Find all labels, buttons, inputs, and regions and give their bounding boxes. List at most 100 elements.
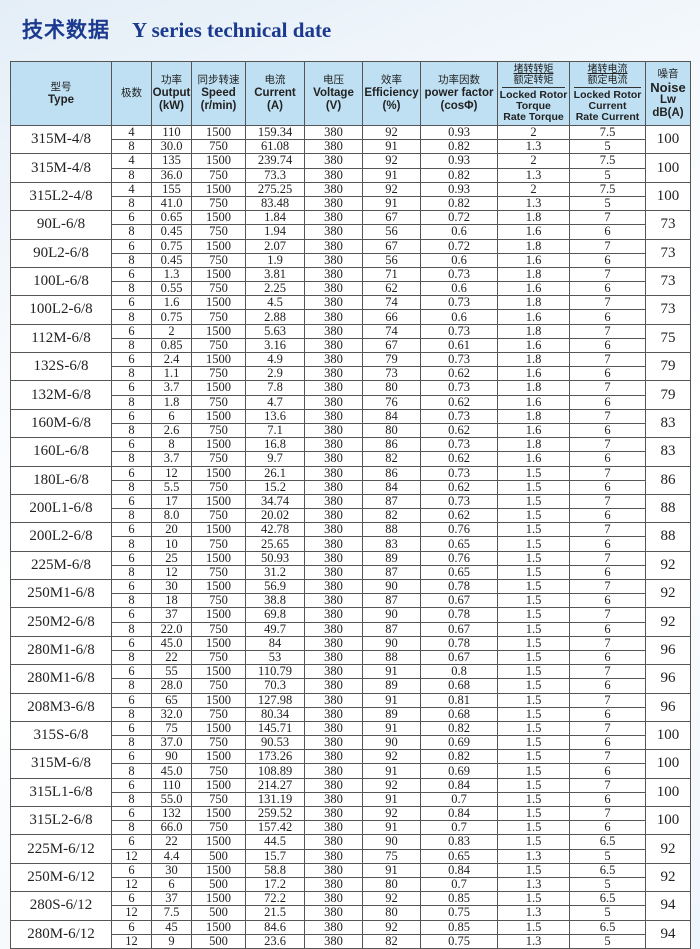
cell-locked-rotor-current: 7	[569, 607, 646, 623]
cell-poles: 8	[111, 536, 152, 552]
cell-locked-rotor-torque: 1.5	[497, 465, 570, 481]
cell-speed: 1500	[191, 522, 246, 538]
cell-current: 2.88	[245, 309, 305, 325]
cell-power-factor: 0.67	[420, 621, 498, 637]
cell-voltage: 380	[304, 593, 363, 609]
table-row: 8 1.8 750 4.7 380 76 0.62 1.6 6	[11, 394, 691, 410]
cell-poles: 8	[111, 366, 152, 382]
cell-voltage: 380	[304, 536, 363, 552]
table-row: 8 8.0 750 20.02 380 82 0.62 1.5 6	[11, 508, 691, 524]
cell-locked-rotor-torque: 1.5	[497, 763, 570, 779]
header-lrc-cn: 堵转电流 额定电流	[574, 64, 641, 88]
header-pf-en: power factor	[424, 87, 494, 99]
cell-poles: 6	[111, 210, 152, 226]
cell-type: 200L1-6/8	[10, 493, 112, 524]
cell-efficiency: 82	[362, 933, 421, 949]
cell-locked-rotor-current: 7	[569, 749, 646, 765]
cell-noise: 96	[645, 692, 691, 722]
cell-locked-rotor-current: 6	[569, 224, 646, 240]
cell-locked-rotor-current: 6	[569, 735, 646, 751]
cell-current: 3.16	[245, 337, 305, 354]
cell-power-factor: 0.82	[420, 749, 498, 765]
table-row: 208M3-6/8 6 65 1500 127.98 380 91 0.81 1.5 7 96	[10, 692, 691, 722]
cell-voltage: 380	[304, 621, 363, 637]
header-lrc-cn1: 堵转电流	[587, 64, 628, 75]
header-current-unit: (A)	[267, 100, 283, 112]
cell-locked-rotor-current: 7	[569, 692, 646, 708]
cell-locked-rotor-torque: 1.5	[497, 820, 570, 836]
cell-output: 37	[151, 607, 192, 623]
cell-locked-rotor-current: 7	[569, 522, 646, 538]
table-row: 225M-6/12 6 22 1500 44.5 380 90 0.83 1.5 6.5 92	[10, 834, 691, 864]
header-pf-cn: 功率因数	[438, 74, 480, 86]
cell-locked-rotor-current: 7.5	[569, 153, 646, 169]
cell-efficiency: 67	[362, 238, 421, 254]
cell-voltage: 380	[304, 820, 363, 836]
table-row: 8 5.5 750 15.2 380 84 0.62 1.5 6	[11, 479, 691, 495]
header-power-factor: 功率因数 power factor (cosΦ)	[420, 61, 498, 126]
header-lrt-cn: 堵转转矩 额定转矩	[502, 64, 565, 88]
cell-current: 5.63	[245, 323, 305, 339]
cell-voltage: 380	[304, 394, 363, 410]
cell-voltage: 380	[304, 933, 363, 949]
cell-locked-rotor-torque: 1.5	[497, 621, 570, 637]
cell-poles: 6	[111, 380, 152, 396]
table-row: 8 22.0 750 49.7 380 87 0.67 1.5 6	[11, 621, 691, 637]
cell-current: 110.79	[245, 664, 305, 680]
cell-power-factor: 0.62	[420, 451, 498, 467]
cell-locked-rotor-current: 6	[569, 791, 646, 808]
table-row: 132M-6/8 6 3.7 1500 7.8 380 80 0.73 1.8 7 79	[10, 380, 691, 410]
cell-efficiency: 88	[362, 649, 421, 666]
cell-voltage: 380	[304, 337, 363, 354]
cell-locked-rotor-torque: 1.3	[497, 139, 570, 155]
header-efficiency-cn: 效率	[381, 74, 402, 86]
cell-power-factor: 0.6	[420, 309, 498, 325]
cell-locked-rotor-current: 7	[569, 380, 646, 396]
cell-locked-rotor-torque: 1.5	[497, 706, 570, 722]
cell-current: 83.48	[245, 195, 305, 212]
cell-current: 7.1	[245, 422, 305, 439]
cell-current: 157.42	[245, 820, 305, 836]
cell-current: 84	[245, 635, 305, 651]
cell-noise: 83	[645, 437, 691, 467]
cell-noise: 75	[645, 323, 691, 354]
header-lrt-cn2: 额定转矩	[513, 75, 554, 86]
cell-noise: 100	[645, 777, 691, 808]
cell-output: 2.6	[151, 422, 192, 439]
table-row: 315L2-6/8 6 132 1500 259.52 380 92 0.84 1.5 7 100	[10, 805, 691, 836]
cell-current: 16.8	[245, 437, 305, 453]
header-lrc-en1: Locked Rotor	[573, 89, 642, 101]
cell-efficiency: 91	[362, 664, 421, 680]
header-lrt-cn1: 堵转转矩	[513, 64, 554, 75]
cell-noise: 73	[645, 210, 691, 240]
cell-poles: 8	[111, 508, 152, 524]
table-row: 315L2-4/8 4 155 1500 275.25 380 92 0.93 2 7.5 100	[10, 181, 691, 212]
cell-current: 2.07	[245, 238, 305, 254]
header-current-cn: 电流	[264, 74, 286, 86]
header-poles-cn: 极数	[121, 87, 142, 99]
cell-output: 3.7	[151, 451, 192, 467]
cell-voltage: 380	[304, 139, 363, 155]
cell-voltage: 380	[304, 891, 363, 907]
cell-voltage: 380	[304, 380, 363, 396]
table-row: 180L-6/8 6 12 1500 26.1 380 86 0.73 1.5 7 86	[10, 465, 691, 495]
cell-power-factor: 0.78	[420, 578, 498, 595]
cell-locked-rotor-current: 6	[569, 451, 646, 467]
cell-output: 110	[151, 777, 192, 793]
cell-noise: 73	[645, 266, 691, 297]
cell-voltage: 380	[304, 664, 363, 680]
cell-poles: 6	[111, 749, 152, 765]
cell-speed: 750	[191, 621, 246, 637]
cell-noise: 83	[645, 408, 691, 439]
cell-locked-rotor-current: 7	[569, 323, 646, 339]
cell-speed: 1500	[191, 862, 246, 878]
cell-locked-rotor-current: 6	[569, 394, 646, 410]
cell-noise: 73	[645, 238, 691, 268]
cell-type: 280M1-6/8	[10, 635, 112, 666]
cell-locked-rotor-torque: 1.6	[497, 309, 570, 325]
cell-locked-rotor-current: 7	[569, 635, 646, 651]
cell-voltage: 380	[304, 876, 363, 893]
cell-locked-rotor-torque: 1.5	[497, 735, 570, 751]
cell-locked-rotor-torque: 2	[497, 153, 570, 169]
cell-power-factor: 0.83	[420, 834, 498, 850]
